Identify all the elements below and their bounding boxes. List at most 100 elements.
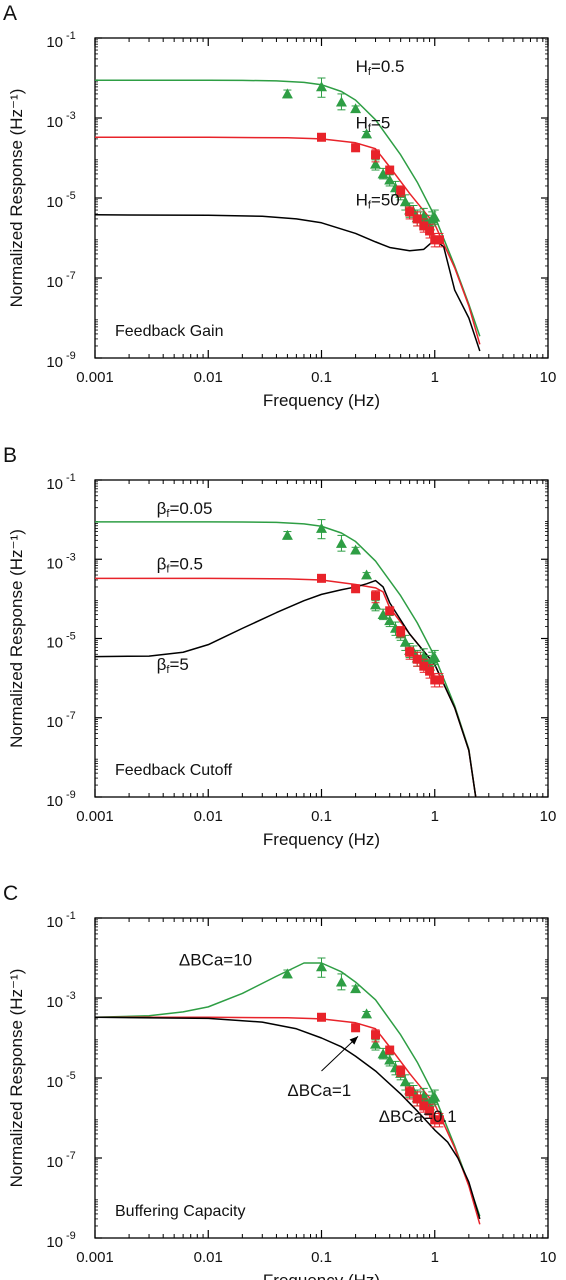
data-point-square: [425, 226, 435, 236]
y-tick-label: 10: [46, 914, 63, 931]
data-point-triangle: [361, 1008, 373, 1019]
y-tick-label: 10: [46, 994, 63, 1011]
x-tick-label: 0.01: [194, 808, 223, 825]
x-tick-label: 0.001: [76, 369, 114, 386]
series-line-green: [95, 521, 477, 797]
x-tick-label: 10: [540, 1249, 557, 1266]
y-tick-exponent: -9: [66, 789, 76, 801]
annotation-arrowhead: [349, 1036, 358, 1045]
plot-frame: [94, 479, 549, 798]
data-point-triangle: [316, 961, 327, 972]
data-point-triangle: [281, 968, 293, 979]
data-point-triangle: [350, 983, 362, 994]
y-tick-label: 10: [46, 476, 63, 493]
series-line-green: [95, 79, 481, 337]
data-point-square: [412, 654, 422, 664]
data-point-triangle: [281, 88, 293, 99]
y-axis-title: Normalized Response (Hz⁻¹): [7, 529, 26, 748]
data-point-triangle: [335, 96, 347, 107]
data-point-square: [371, 1030, 381, 1040]
y-tick-label: 10: [46, 635, 63, 652]
data-point-triangle: [335, 976, 347, 987]
x-tick-label: 0.001: [76, 1249, 114, 1266]
data-point-triangle: [399, 196, 411, 207]
plot-frame: [94, 37, 549, 359]
x-tick-label: 1: [431, 1249, 439, 1266]
data-point-triangle: [316, 522, 327, 533]
data-point-triangle: [316, 81, 327, 92]
series-line-red: [95, 136, 481, 345]
plot-frame: [94, 917, 549, 1239]
data-point-square: [405, 647, 415, 657]
y-tick-exponent: -9: [66, 1230, 76, 1242]
y-axis-title: Normalized Response (Hz⁻¹): [7, 89, 26, 308]
annotation-arrow: [321, 1035, 359, 1072]
series-line-black: [95, 1016, 481, 1220]
y-tick-label: 10: [46, 194, 63, 211]
data-point-square: [419, 1101, 429, 1111]
data-point-triangle: [350, 103, 362, 114]
x-tick-label: 0.1: [311, 1249, 332, 1266]
data-point-triangle: [350, 544, 362, 555]
curve-label: Hf=50: [356, 190, 400, 211]
y-tick-label: 10: [46, 555, 63, 572]
y-tick-exponent: -1: [66, 30, 76, 42]
y-tick-exponent: -7: [66, 710, 76, 722]
y-tick-label: 10: [46, 1074, 63, 1091]
data-point-triangle: [429, 1091, 441, 1102]
x-tick-label: 10: [540, 369, 557, 386]
data-point-square: [434, 1115, 444, 1125]
curve-label: Hf=5: [356, 113, 391, 134]
y-tick-label: 10: [46, 274, 63, 291]
data-point-square: [425, 666, 435, 676]
panel-c: C0.0010.010.111010-110-310-510-710-9Freq…: [3, 882, 556, 1280]
data-point-square: [430, 1115, 440, 1125]
data-point-triangle: [384, 1054, 396, 1065]
data-point-square: [430, 675, 440, 685]
data-point-triangle: [361, 569, 373, 580]
panel-annotation: Buffering Capacity: [115, 1203, 245, 1220]
series-line-red: [95, 1016, 481, 1225]
data-point-square: [317, 1012, 326, 1022]
data-point-square: [351, 143, 361, 153]
y-tick-label: 10: [46, 114, 63, 131]
y-tick-exponent: -3: [66, 110, 76, 122]
data-point-square: [351, 584, 361, 594]
data-point-square: [371, 591, 381, 601]
data-point-triangle: [377, 1048, 389, 1059]
y-tick-label: 10: [46, 1234, 63, 1251]
x-tick-label: 0.1: [311, 369, 332, 386]
panel-annotation: Feedback Cutoff: [115, 762, 233, 779]
data-point-triangle: [429, 211, 441, 222]
data-point-triangle: [370, 1038, 382, 1049]
curve-label: βf=0.05: [157, 499, 213, 520]
x-tick-label: 1: [431, 369, 439, 386]
y-tick-exponent: -7: [66, 270, 76, 282]
series-line-black: [95, 214, 481, 352]
y-tick-label: 10: [46, 1154, 63, 1171]
x-tick-label: 1: [431, 808, 439, 825]
data-point-square: [425, 1106, 435, 1116]
curve-label: ΔBCa=1: [287, 1081, 351, 1100]
y-tick-exponent: -7: [66, 1150, 76, 1162]
y-tick-label: 10: [46, 714, 63, 731]
data-point-square: [405, 1087, 415, 1097]
panel-label: B: [3, 444, 17, 467]
data-point-square: [396, 1066, 406, 1076]
plot-area: [95, 519, 477, 797]
x-axis-title: Frequency (Hz): [263, 1271, 380, 1280]
series-line-green: [95, 962, 481, 1217]
data-point-triangle: [384, 174, 396, 185]
y-tick-exponent: -5: [66, 631, 76, 643]
curve-label: ΔBCa=10: [179, 950, 252, 969]
panel-label: A: [3, 2, 17, 25]
y-tick-exponent: -5: [66, 1070, 76, 1082]
x-tick-label: 0.001: [76, 808, 114, 825]
x-tick-label: 0.01: [194, 369, 223, 386]
y-tick-exponent: -3: [66, 551, 76, 563]
data-point-square: [434, 675, 444, 685]
x-axis-title: Frequency (Hz): [263, 391, 380, 410]
plot-area: [95, 77, 481, 352]
data-point-triangle: [377, 609, 389, 620]
